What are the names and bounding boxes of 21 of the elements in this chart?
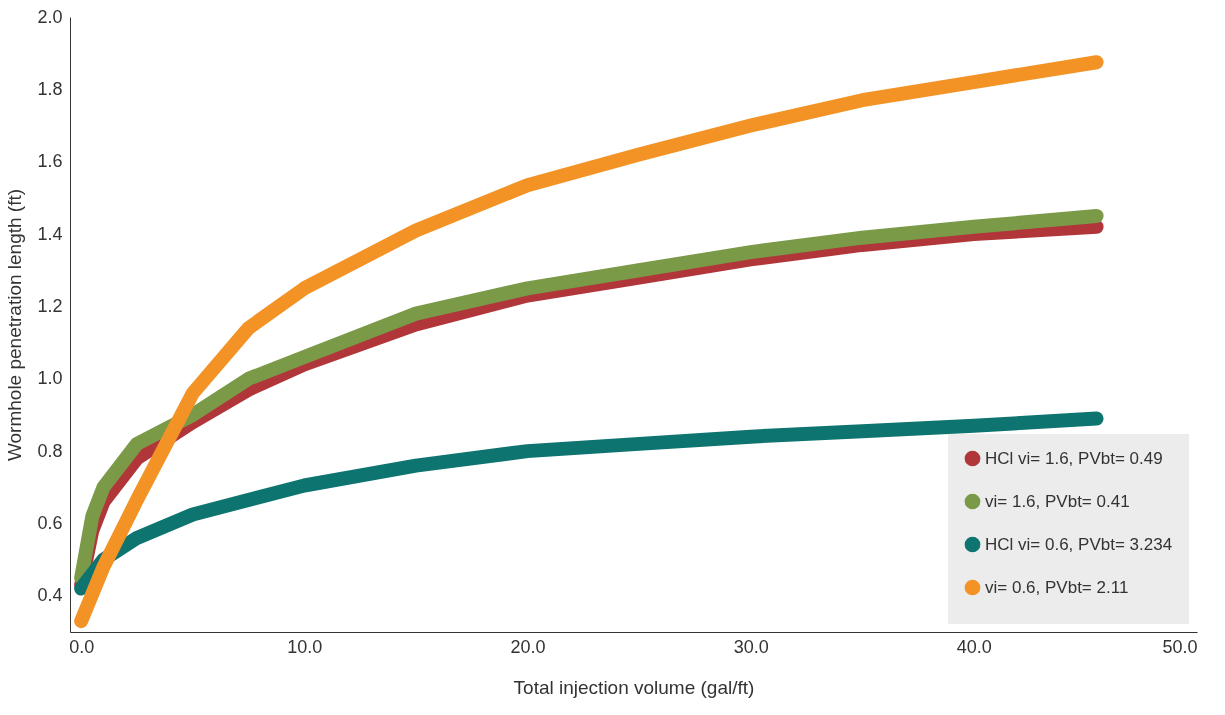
x-tick-label: 10.0 <box>287 636 323 657</box>
x-tick-label: 30.0 <box>733 636 769 657</box>
x-axis-title: Total injection volume (gal/ft) <box>513 676 755 698</box>
legend-label: vi= 0.6, PVbt= 2.11 <box>985 577 1129 597</box>
y-tick-label: 1.4 <box>37 223 63 244</box>
legend-label: HCl vi= 0.6, PVbt= 3.234 <box>985 534 1173 554</box>
y-tick-label: 1.6 <box>37 151 63 172</box>
y-tick-label: 0.4 <box>37 585 63 606</box>
y-tick-label: 1.2 <box>37 295 63 316</box>
y-tick-label: 0.6 <box>37 512 63 533</box>
x-tick-label: 40.0 <box>956 636 992 657</box>
y-tick-label: 1.8 <box>37 78 63 99</box>
y-tick-label: 1.0 <box>37 368 63 389</box>
y-axis-title: Wormhole penetration length (ft) <box>4 188 26 462</box>
x-tick-label: 0.0 <box>69 636 95 657</box>
y-tick-label: 0.8 <box>37 440 63 461</box>
legend-label: vi= 1.6, PVbt= 0.41 <box>985 491 1130 511</box>
x-tick-label: 20.0 <box>510 636 546 657</box>
y-tick-label: 2.0 <box>37 6 63 27</box>
legend-label: HCl vi= 1.6, PVbt= 0.49 <box>985 448 1163 468</box>
x-tick-label: 50.0 <box>1162 636 1198 657</box>
